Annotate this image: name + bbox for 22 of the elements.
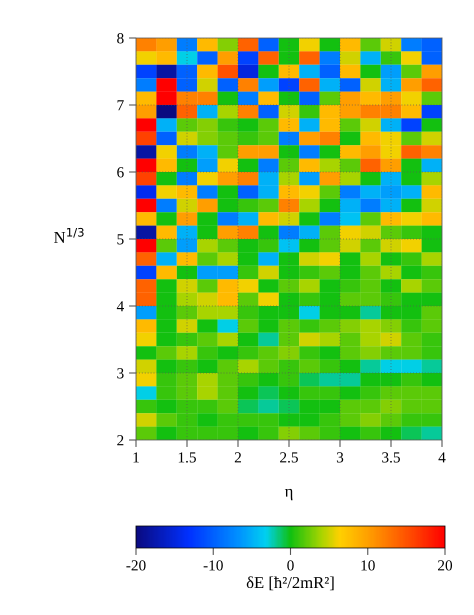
x-tick-label: 3 [336, 452, 344, 463]
y-tick-label: 8 [117, 33, 124, 44]
color-bar-title: δE [ħ²/2mR²] [246, 576, 334, 590]
color-bar-label: -10 [204, 560, 223, 571]
x-tick-label: 1.5 [178, 452, 196, 463]
x-tick-label: 4 [438, 452, 446, 462]
y-tick-label: 2 [117, 435, 124, 446]
y-axis-title: N$^{1/3}$ [54, 228, 84, 243]
y-tick-label: 5 [117, 234, 124, 244]
x-axis-title: η [284, 488, 292, 500]
x-tick-label: 1 [134, 452, 139, 462]
y-tick-label: 6 [117, 167, 124, 178]
x-tick-label: 3.5 [382, 452, 400, 463]
color-bar-label: 20 [438, 560, 452, 571]
x-tick-label: 2.5 [280, 452, 298, 463]
x-tick-label: 2 [234, 452, 241, 462]
color-bar-label: 0 [287, 560, 294, 571]
color-bar-label: -20 [126, 560, 146, 571]
y-tick-label: 3 [117, 368, 124, 378]
color-bar-label: 10 [361, 560, 375, 571]
y-tick-label: 4 [116, 301, 124, 312]
y-tick-label: 7 [118, 100, 124, 110]
